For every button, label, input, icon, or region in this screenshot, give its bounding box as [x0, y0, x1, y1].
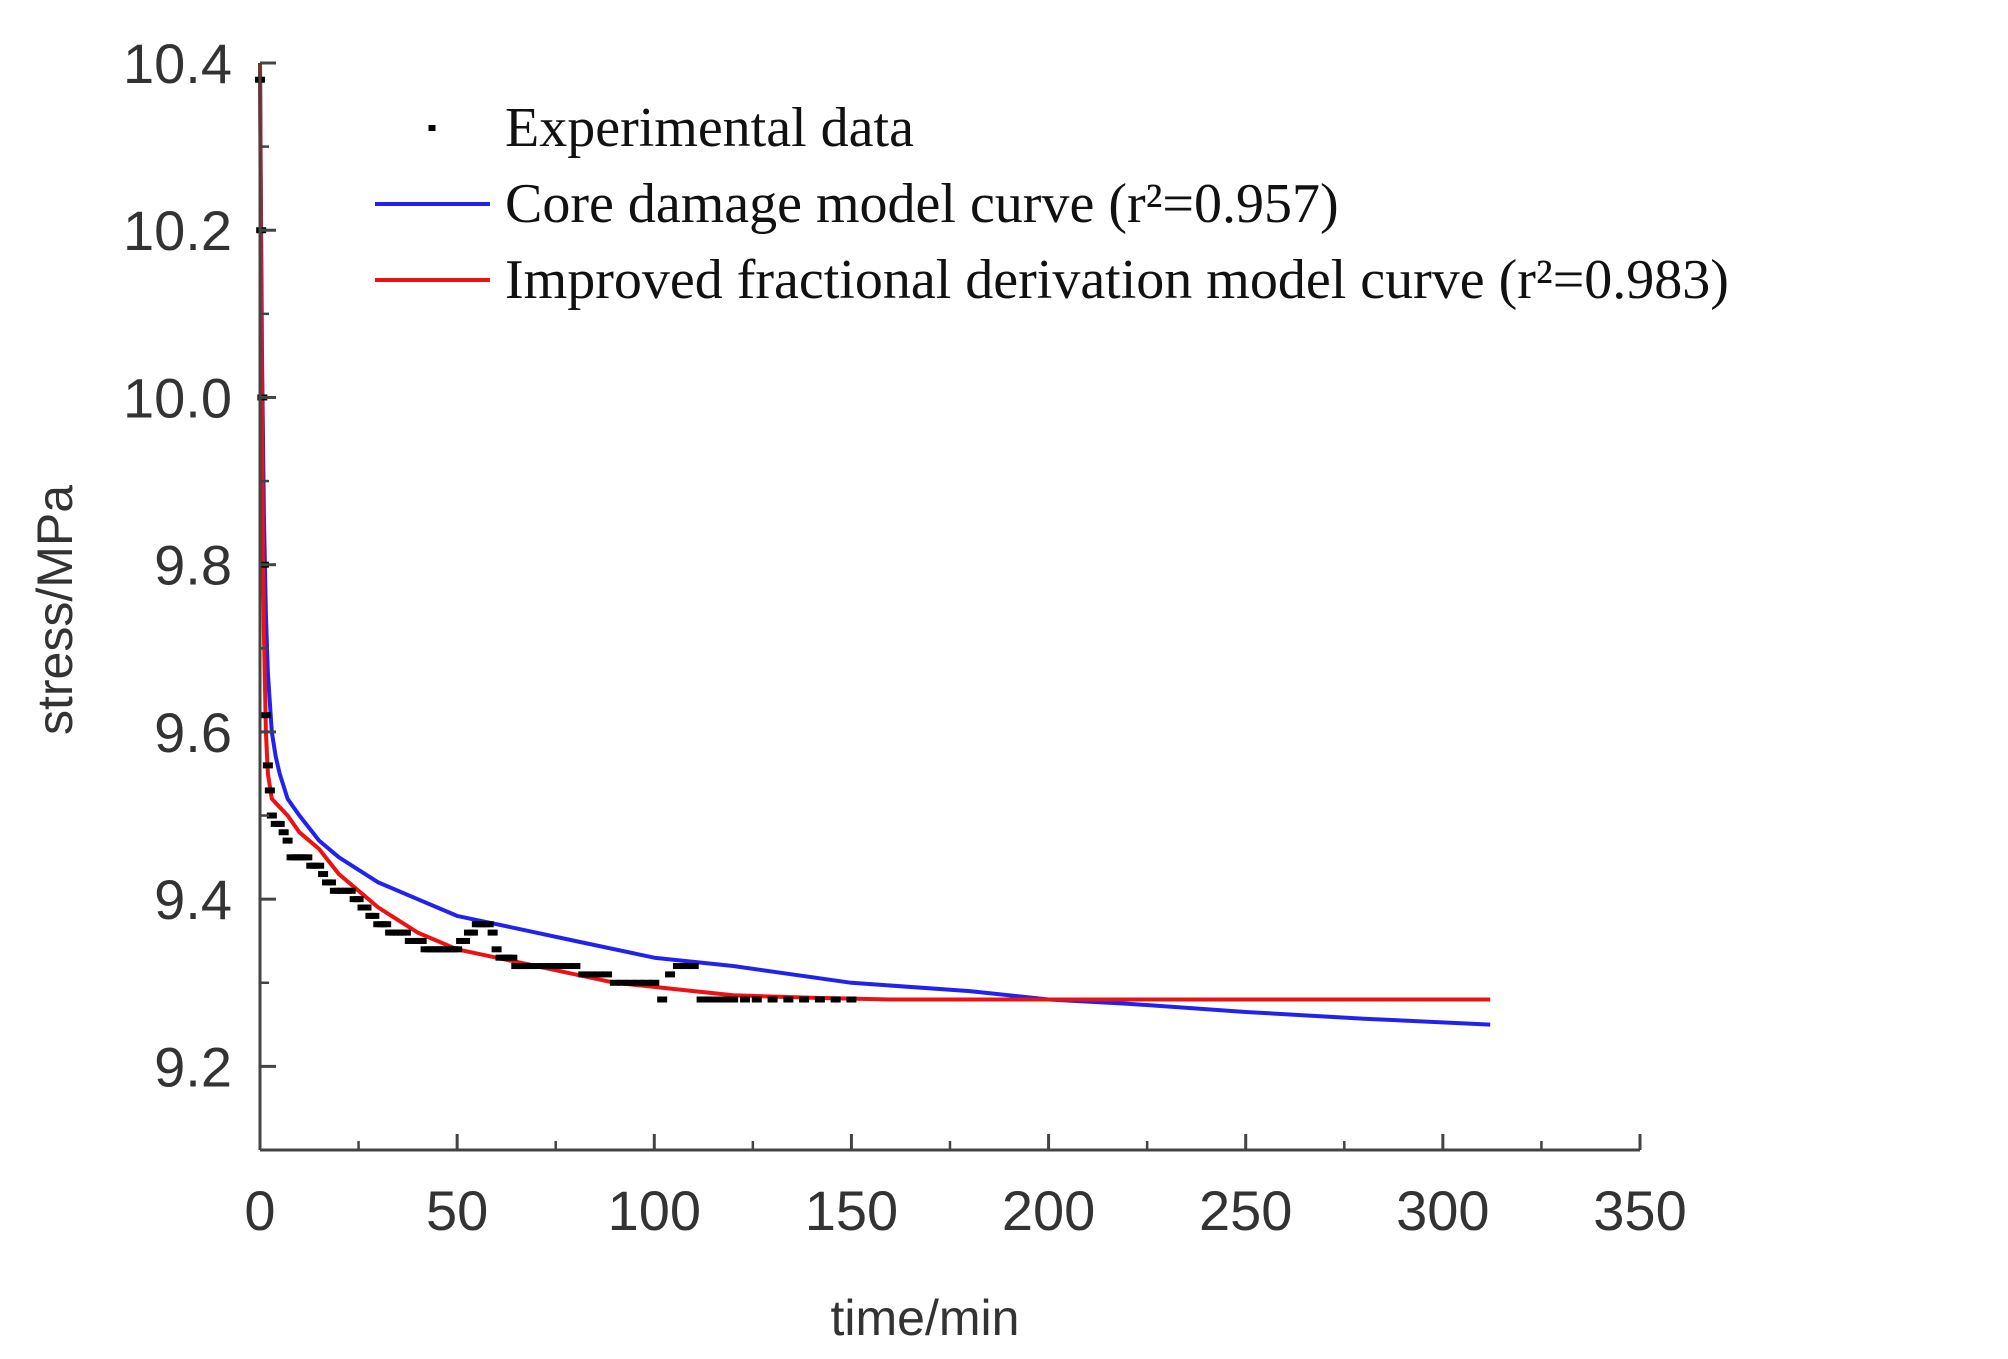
data-point	[546, 963, 557, 970]
data-point	[467, 929, 478, 936]
data-point	[325, 879, 336, 886]
y-tick-label: 9.6	[154, 701, 232, 764]
data-point	[704, 996, 715, 1003]
data-point	[282, 837, 293, 844]
data-point	[688, 963, 699, 970]
data-point	[625, 979, 636, 986]
data-point	[302, 854, 313, 861]
data-point	[483, 921, 494, 928]
data-point	[578, 971, 589, 978]
y-tick-label: 10.0	[123, 366, 232, 429]
data-point	[531, 963, 541, 970]
data-point	[633, 979, 644, 986]
legend: Experimental data Core damage model curve…	[375, 97, 1729, 311]
data-point	[665, 971, 676, 978]
data-point	[400, 929, 411, 936]
x-tick-label: 300	[1396, 1179, 1489, 1242]
data-point	[353, 896, 364, 903]
legend-label: Core damage model curve (r²=0.957)	[505, 173, 1339, 235]
data-point	[830, 996, 841, 1003]
data-point	[274, 820, 285, 827]
data-point	[345, 887, 356, 894]
y-tick-label: 9.8	[154, 534, 232, 597]
data-point	[586, 971, 597, 978]
data-point	[260, 712, 271, 719]
data-point	[381, 921, 392, 928]
data-point	[720, 996, 731, 1003]
data-point	[452, 946, 463, 953]
data-point	[767, 996, 778, 1003]
x-tick-label: 100	[608, 1179, 701, 1242]
data-point	[562, 963, 573, 970]
data-point	[601, 971, 612, 978]
data-point	[538, 963, 549, 970]
data-point	[264, 787, 275, 794]
data-point	[266, 812, 277, 819]
data-point	[369, 912, 380, 919]
data-point	[783, 996, 794, 1003]
legend-label: Experimental data	[505, 97, 914, 159]
data-point	[361, 904, 372, 911]
data-point	[318, 871, 329, 878]
legend-swatch-point	[428, 125, 436, 131]
x-tick-label: 250	[1199, 1179, 1292, 1242]
data-point	[460, 937, 471, 944]
data-point	[712, 996, 723, 1003]
data-point	[657, 996, 668, 1003]
data-point	[594, 971, 605, 978]
data-point	[799, 996, 810, 1003]
data-point	[416, 937, 427, 944]
data-point	[728, 996, 739, 1003]
legend-label: Improved fractional derivation model cur…	[505, 249, 1729, 311]
y-axis-label: stress/MPa	[27, 485, 83, 735]
y-tick-label: 9.2	[154, 1035, 232, 1098]
data-point	[617, 979, 628, 986]
x-tick-label: 50	[426, 1179, 488, 1242]
data-point	[680, 963, 691, 970]
data-point	[641, 979, 652, 986]
data-point	[491, 946, 502, 953]
data-point	[314, 862, 325, 869]
x-tick-label: 200	[1002, 1179, 1095, 1242]
data-point	[696, 996, 707, 1003]
data-point	[649, 979, 660, 986]
data-point	[846, 996, 857, 1003]
data-point	[814, 996, 825, 1003]
y-tick-label: 9.4	[154, 868, 232, 931]
data-point	[609, 979, 620, 986]
data-point	[278, 829, 289, 836]
data-point	[507, 954, 518, 961]
data-point	[554, 963, 565, 970]
data-point	[487, 929, 498, 936]
experimental-points	[255, 76, 857, 1003]
data-point	[523, 963, 534, 970]
data-point	[262, 762, 273, 769]
x-tick-label: 0	[244, 1179, 275, 1242]
y-tick-label: 10.4	[123, 32, 232, 95]
y-ticks: 9.2 9.4 9.6 9.8 10.0 10.2 10.4	[123, 32, 276, 1152]
x-ticks: 0 50 100 150 200 250 300 350	[244, 1134, 1687, 1242]
x-axis-label: time/min	[831, 1290, 1020, 1346]
data-point	[570, 963, 581, 970]
data-point	[739, 996, 750, 1003]
x-tick-label: 150	[805, 1179, 898, 1242]
data-point	[751, 996, 762, 1003]
y-tick-label: 10.2	[123, 199, 232, 262]
data-point	[672, 963, 683, 970]
x-tick-label: 350	[1593, 1179, 1686, 1242]
